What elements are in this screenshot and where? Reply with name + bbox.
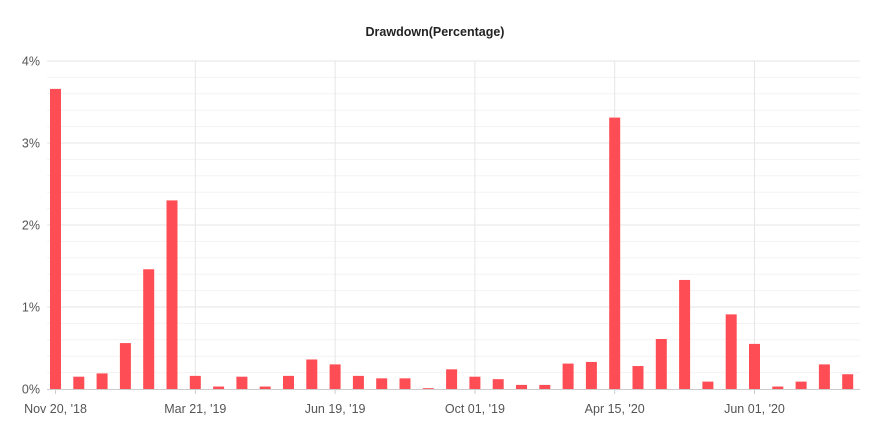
bar — [399, 378, 411, 389]
bar — [119, 343, 131, 389]
x-tick-label: Apr 15, '20 — [585, 402, 645, 416]
bar — [655, 338, 667, 389]
bar — [352, 375, 364, 389]
chart-axes: 0% 1% 2% 3% 4% Nov 20, '18 Mar 21, '19 Jun 19, … — [22, 55, 860, 416]
y-tick-label: 4% — [22, 55, 40, 69]
bar — [749, 343, 760, 389]
bar — [609, 117, 621, 389]
x-tick-label: Jun 19, '19 — [305, 402, 366, 416]
y-tick-label: 3% — [22, 137, 40, 151]
bar — [306, 359, 318, 389]
bar — [376, 378, 388, 389]
chart-bars — [50, 88, 854, 389]
bar — [50, 88, 61, 389]
bar — [329, 364, 341, 389]
chart-grid — [47, 60, 860, 389]
chart-title: Drawdown(Percentage) — [366, 25, 505, 39]
bar — [189, 375, 201, 389]
bar — [632, 366, 644, 389]
bar — [772, 386, 784, 389]
bar — [818, 364, 830, 389]
bar — [166, 200, 178, 389]
bar — [539, 384, 551, 389]
x-tick-label: Nov 20, '18 — [24, 402, 87, 416]
y-tick-label: 1% — [22, 301, 40, 315]
x-tick-label: Oct 01, '19 — [445, 402, 505, 416]
bar — [492, 379, 504, 389]
bar — [259, 386, 271, 389]
bar — [679, 279, 691, 389]
bar — [283, 375, 294, 389]
bar — [516, 384, 527, 389]
bar — [446, 369, 458, 389]
bar — [96, 373, 108, 389]
bar — [795, 381, 807, 389]
bar — [73, 376, 85, 389]
bar — [702, 381, 714, 389]
bar — [585, 361, 597, 389]
y-tick-label: 0% — [22, 383, 40, 397]
bar — [562, 363, 574, 389]
bar — [236, 376, 248, 389]
bar — [842, 374, 854, 389]
y-tick-label: 2% — [22, 219, 40, 233]
bar — [469, 376, 481, 389]
bar — [213, 386, 225, 389]
bar — [422, 388, 434, 389]
x-tick-label: Jun 01, '20 — [724, 402, 785, 416]
x-tick-label: Mar 21, '19 — [164, 402, 226, 416]
bar — [725, 314, 737, 389]
bar — [143, 269, 155, 389]
